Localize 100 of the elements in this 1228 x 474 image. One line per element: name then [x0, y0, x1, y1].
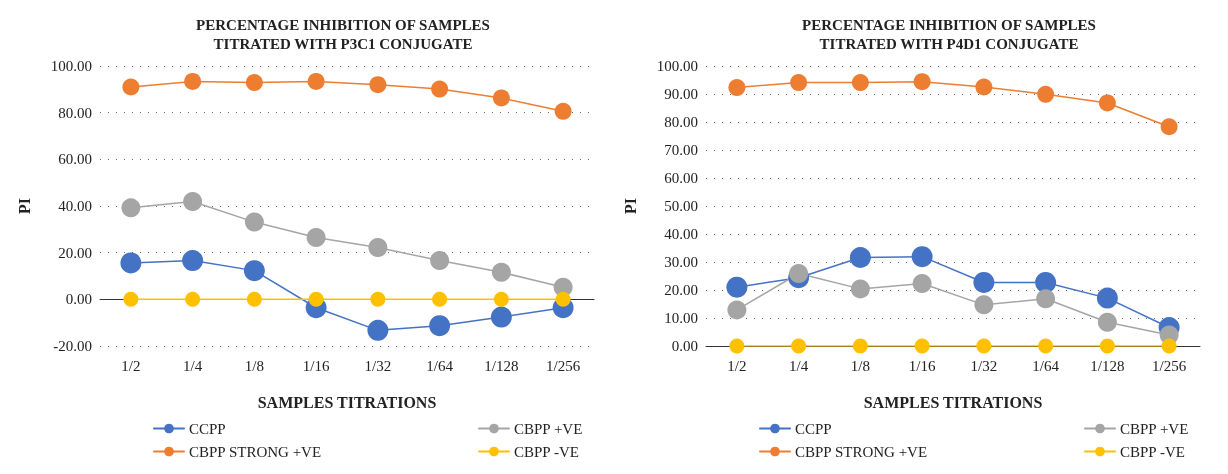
- x-tick-label: 1/256: [546, 357, 581, 374]
- point: [370, 291, 386, 307]
- point: [430, 251, 450, 271]
- point: [246, 291, 262, 307]
- point: [429, 315, 451, 337]
- point: [1097, 312, 1117, 332]
- point: [1161, 338, 1177, 354]
- y-tick-label: 30.00: [664, 254, 698, 270]
- point: [911, 246, 933, 268]
- point: [493, 291, 509, 307]
- point: [308, 291, 324, 307]
- legend-label: CBPP STRONG +VE: [189, 443, 322, 460]
- chart-title: PERCENTAGE INHIBITION OF SAMPLES TITRATED WITH P4D1 CONJUGATE: [802, 16, 1096, 52]
- y-tick-label: 80.00: [58, 104, 92, 121]
- point: [789, 263, 809, 283]
- point: [1038, 338, 1054, 354]
- legend-label: CBPP +VE: [514, 420, 583, 437]
- x-tick-label: 1/256: [1152, 357, 1187, 374]
- y-tick-label: 20.00: [58, 244, 92, 261]
- x-tick-label: 1/2: [121, 357, 141, 374]
- y-tick-label: 100.00: [656, 58, 698, 74]
- point: [850, 279, 870, 299]
- point: [1099, 338, 1115, 354]
- point: [728, 79, 746, 97]
- x-tick-label: 1/16: [908, 357, 936, 374]
- y-tick-label: 0.00: [65, 291, 92, 308]
- x-tick-label: 1/8: [244, 357, 264, 374]
- point: [1036, 289, 1056, 309]
- point: [368, 238, 388, 258]
- point: [912, 274, 932, 294]
- point: [244, 212, 264, 232]
- x-tick-label: 1/8: [850, 357, 870, 374]
- y-tick-label: 60.00: [664, 170, 698, 186]
- point: [491, 262, 511, 282]
- point: [851, 74, 869, 92]
- point: [120, 252, 142, 274]
- x-tick-label: 1/32: [970, 357, 998, 374]
- legend-label: CCPP: [189, 420, 226, 437]
- point: [973, 271, 995, 293]
- y-tick-label: 50.00: [664, 198, 698, 214]
- legend-label: CBPP STRONG +VE: [795, 443, 928, 460]
- point: [432, 291, 448, 307]
- point: [849, 247, 871, 269]
- y-tick-label: -20.00: [53, 338, 92, 354]
- legend-label: CBPP -VE: [514, 443, 579, 460]
- point: [121, 198, 141, 218]
- point: [184, 72, 202, 90]
- point: [913, 73, 931, 91]
- point: [490, 306, 512, 328]
- point: [1096, 287, 1118, 309]
- y-axis-title: PI: [15, 198, 33, 214]
- y-axis-title: PI: [621, 198, 639, 214]
- point: [243, 260, 265, 282]
- point: [852, 338, 868, 354]
- point: [367, 319, 389, 341]
- point: [122, 78, 140, 96]
- x-tick-label: 1/128: [484, 357, 519, 374]
- point: [182, 250, 204, 272]
- point: [791, 338, 807, 354]
- point: [554, 102, 572, 120]
- x-tick-label: 1/64: [426, 357, 454, 374]
- point: [555, 291, 571, 307]
- x-tick-label: 1/64: [1032, 357, 1060, 374]
- point: [1098, 94, 1116, 112]
- point: [492, 89, 510, 107]
- point: [1037, 85, 1055, 103]
- x-tick-label: 1/128: [1090, 357, 1125, 374]
- point: [123, 291, 139, 307]
- y-tick-label: 60.00: [58, 151, 92, 168]
- x-tick-label: 1/32: [364, 357, 392, 374]
- point: [369, 76, 387, 94]
- point: [974, 295, 994, 315]
- point: [431, 80, 449, 98]
- point: [183, 192, 203, 212]
- point: [1035, 271, 1057, 293]
- point: [975, 78, 993, 96]
- x-tick-label: 1/4: [789, 357, 809, 374]
- chart-title: PERCENTAGE INHIBITION OF SAMPLES TITRATED WITH P3C1 CONJUGATE: [196, 16, 490, 52]
- point: [727, 300, 747, 320]
- y-tick-label: 80.00: [664, 114, 698, 130]
- y-tick-label: 40.00: [58, 198, 92, 214]
- y-tick-label: 70.00: [664, 142, 698, 158]
- x-tick-label: 1/16: [302, 357, 330, 374]
- x-tick-label: 1/2: [727, 357, 747, 374]
- point: [245, 74, 263, 92]
- point: [307, 72, 325, 90]
- point: [729, 338, 745, 354]
- point: [306, 228, 326, 247]
- point: [914, 338, 930, 354]
- y-tick-label: 90.00: [664, 86, 698, 102]
- y-tick-label: 40.00: [664, 226, 698, 242]
- point: [185, 291, 201, 307]
- legend-label: CBPP +VE: [1120, 420, 1189, 437]
- x-tick-label: 1/4: [183, 357, 203, 374]
- x-axis-title: SAMPLES TITRATIONS: [863, 393, 1043, 411]
- y-tick-label: 100.00: [50, 58, 92, 74]
- legend-label: CBPP -VE: [1120, 443, 1185, 460]
- point: [790, 74, 808, 92]
- point: [976, 338, 992, 354]
- y-tick-label: 10.00: [664, 310, 698, 326]
